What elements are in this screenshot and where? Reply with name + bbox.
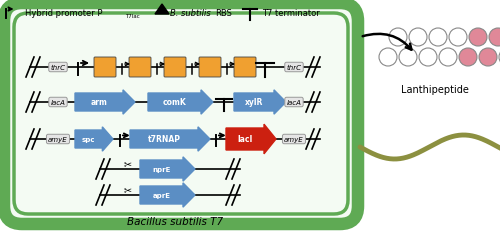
Text: lacA: lacA	[50, 100, 66, 106]
Text: thrC: thrC	[50, 65, 66, 71]
Text: Hybrid promoter P: Hybrid promoter P	[25, 9, 102, 17]
Text: B. subtilis: B. subtilis	[170, 9, 211, 17]
Text: T7 terminator: T7 terminator	[262, 9, 320, 17]
FancyArrow shape	[234, 91, 286, 115]
FancyArrow shape	[130, 127, 210, 152]
FancyArrow shape	[148, 91, 213, 115]
Text: RBS: RBS	[215, 9, 232, 17]
FancyArrow shape	[75, 91, 135, 115]
Circle shape	[479, 49, 497, 67]
FancyBboxPatch shape	[4, 4, 358, 224]
Text: ✂: ✂	[124, 158, 132, 168]
Text: arm: arm	[90, 98, 108, 107]
Text: lacI: lacI	[238, 135, 252, 144]
Text: t7RNAP: t7RNAP	[148, 135, 180, 144]
Text: spc: spc	[82, 137, 96, 142]
Circle shape	[379, 49, 397, 67]
Circle shape	[499, 49, 500, 67]
Circle shape	[409, 29, 427, 47]
FancyArrow shape	[226, 125, 276, 154]
FancyArrow shape	[75, 127, 113, 152]
Circle shape	[429, 29, 447, 47]
FancyArrow shape	[140, 157, 195, 181]
Text: nprE: nprE	[152, 166, 170, 172]
Circle shape	[449, 29, 467, 47]
Circle shape	[399, 49, 417, 67]
Text: thrC: thrC	[286, 65, 302, 71]
Circle shape	[469, 29, 487, 47]
Circle shape	[459, 49, 477, 67]
Text: aprE: aprE	[152, 192, 170, 198]
FancyBboxPatch shape	[94, 58, 116, 78]
Text: amyE: amyE	[48, 137, 68, 142]
Circle shape	[439, 49, 457, 67]
Text: Lanthipeptide: Lanthipeptide	[401, 85, 469, 94]
Circle shape	[389, 29, 407, 47]
Text: lacA: lacA	[286, 100, 302, 106]
Polygon shape	[155, 5, 169, 15]
FancyBboxPatch shape	[164, 58, 186, 78]
FancyBboxPatch shape	[199, 58, 221, 78]
Text: T7lac: T7lac	[125, 13, 140, 18]
Text: Bacillus subtilis T7: Bacillus subtilis T7	[127, 216, 223, 226]
Text: xylR: xylR	[245, 98, 263, 107]
Text: amyE: amyE	[284, 137, 304, 142]
Text: comK: comK	[162, 98, 186, 107]
Circle shape	[419, 49, 437, 67]
Circle shape	[489, 29, 500, 47]
FancyArrow shape	[140, 183, 195, 207]
FancyBboxPatch shape	[129, 58, 151, 78]
FancyBboxPatch shape	[234, 58, 256, 78]
Text: ✂: ✂	[124, 184, 132, 194]
